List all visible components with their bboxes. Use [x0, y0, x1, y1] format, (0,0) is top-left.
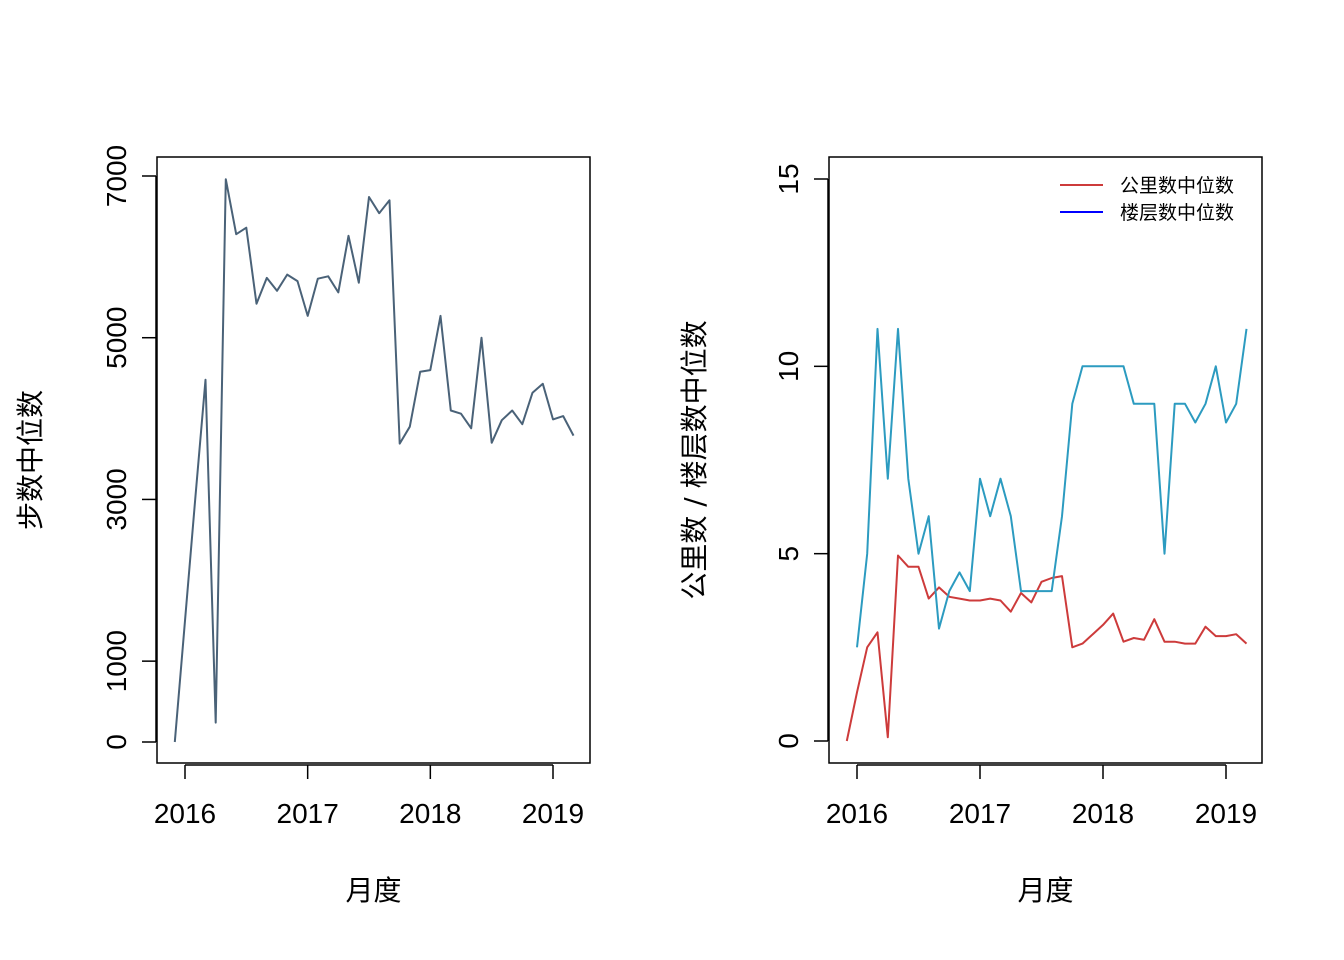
chart-panel-1: 2016 2017 2018 2019 0 1000 3000 5000 7000 月度 步数中位数: [14, 145, 591, 907]
y-tick-label: 7000: [101, 145, 132, 207]
x-tick-label: 2019: [522, 798, 584, 829]
y-tick-label: 10: [773, 351, 804, 382]
chart-panel-2: 2016 2017 2018 2019 0 5 10 15 月度 公里数 / 楼层数中位数 公里数中…: [678, 156, 1263, 907]
plot-frame: [828, 156, 1263, 764]
x-tick-label: 2017: [949, 798, 1011, 829]
series-line-1: [173, 178, 575, 743]
y-axis-title: 步数中位数: [14, 390, 47, 530]
x-axis-title: 月度: [1017, 874, 1073, 907]
y-tick-label: 15: [773, 163, 804, 194]
y-axis-title: 公里数 / 楼层数中位数: [678, 320, 711, 599]
y-tick-label: 0: [773, 733, 804, 749]
series-line-1: [845, 554, 1248, 742]
x-axis: 2016 2017 2018 2019: [826, 764, 1257, 829]
legend-label-2: 楼层数中位数: [1120, 202, 1234, 224]
x-tick-label: 2019: [1195, 798, 1257, 829]
y-axis: 0 1000 3000 5000 7000: [101, 145, 157, 750]
y-tick-label: 5: [773, 546, 804, 562]
x-tick-label: 2018: [399, 798, 461, 829]
x-axis: 2016 2017 2018 2019: [154, 764, 584, 829]
legend-label-1: 公里数中位数: [1120, 175, 1234, 197]
y-tick-label: 0: [101, 734, 132, 750]
y-tick-label: 3000: [101, 468, 132, 530]
y-tick-label: 1000: [101, 630, 132, 692]
y-axis: 0 5 10 15: [773, 163, 829, 749]
plot-frame: [156, 156, 591, 764]
y-tick-label: 5000: [101, 307, 132, 369]
series-line-2: [856, 327, 1248, 648]
x-axis-title: 月度: [345, 874, 401, 907]
x-tick-label: 2016: [154, 798, 216, 829]
x-tick-label: 2016: [826, 798, 888, 829]
x-tick-label: 2018: [1072, 798, 1134, 829]
x-tick-label: 2017: [277, 798, 339, 829]
